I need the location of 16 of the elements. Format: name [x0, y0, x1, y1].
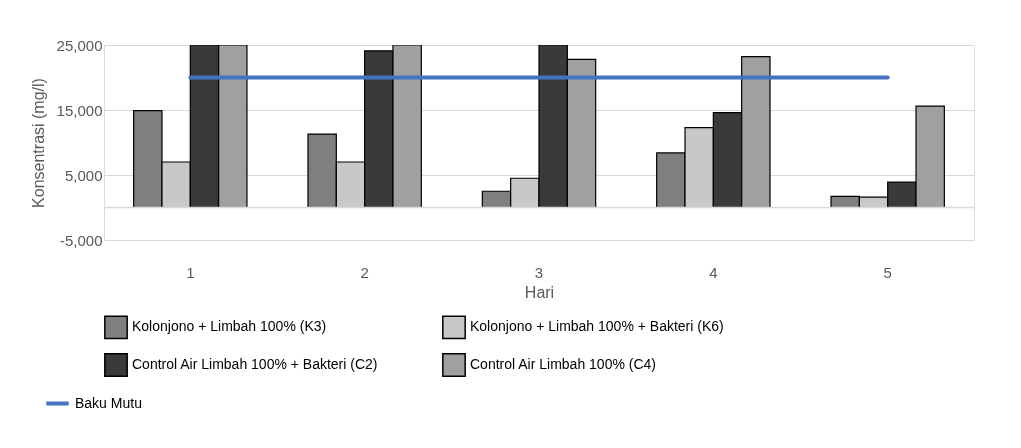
- y-tick-label: 5,000: [64, 166, 103, 184]
- legend-label: Control Air Limbah 100% + Bakteri (C2): [132, 356, 378, 372]
- x-tick-label: 2: [360, 263, 369, 281]
- y-axis-title: Konsentrasi (mg/l): [29, 78, 47, 208]
- x-tick-label: 3: [534, 263, 544, 281]
- x-tick-label: 5: [883, 263, 892, 281]
- y-tick-label: -5,000: [59, 231, 103, 249]
- x-tick-label: 1: [186, 263, 195, 281]
- legend-label: Control Air Limbah 100% (C4): [470, 356, 656, 372]
- legend-label: Kolonjono + Limbah 100% (K3): [132, 318, 327, 335]
- legend-label: Baku Mutu: [75, 394, 142, 411]
- x-axis-title: Hari: [524, 283, 555, 301]
- legend-label: Kolonjono + Limbah 100% + Bakteri (K6): [470, 318, 724, 335]
- y-tick-label: 15,000: [56, 101, 103, 119]
- y-tick-label: 25,000: [56, 36, 103, 54]
- x-tick-label: 4: [709, 263, 718, 281]
